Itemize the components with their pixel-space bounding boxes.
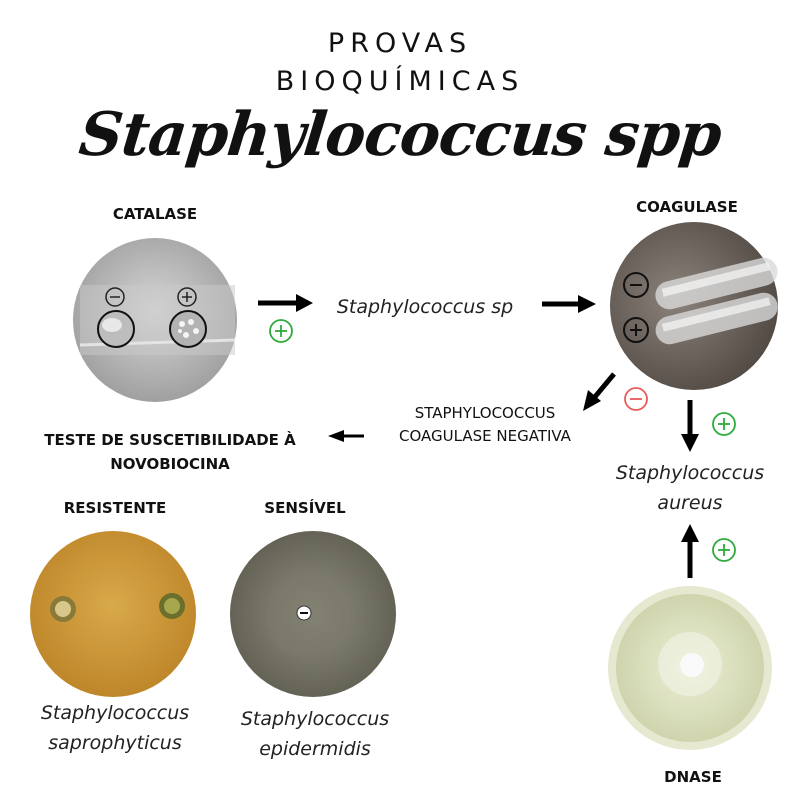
staph-sp-label: Staphylococcus sp — [336, 296, 514, 318]
epidermidis-line2: epidermidis — [259, 738, 371, 760]
saprophyticus-line1: Staphylococcus — [40, 702, 190, 724]
aureus-line1: Staphylococcus — [615, 462, 765, 484]
dnase-photo — [608, 586, 772, 750]
coag-negativa-line1: STAPHYLOCOCCUS — [414, 404, 556, 422]
saprophyticus-line2: saprophyticus — [48, 732, 182, 754]
resistente-photo — [30, 531, 196, 697]
title-line-2: BIOQUÍMICAS — [275, 66, 525, 97]
coagulase-photo — [610, 222, 778, 390]
title-line-1: PROVAS — [327, 28, 473, 59]
arrows — [258, 294, 699, 578]
coagulase-plus-icon — [623, 317, 649, 343]
coagulase-minus-icon — [623, 272, 649, 298]
sensivel-heading: SENSÍVEL — [264, 499, 346, 517]
coag-negativa-line2: COAGULASE NEGATIVA — [399, 427, 571, 445]
catalase-positive-drop — [169, 310, 207, 348]
novobiocina-line2: NOVOBIOCINA — [110, 455, 230, 473]
resistente-heading: RESISTENTE — [63, 499, 167, 517]
catalase-minus-icon — [105, 287, 125, 307]
dnase-positive-icon — [712, 538, 736, 562]
catalase-photo — [73, 238, 237, 402]
catalase-positive-icon — [269, 319, 293, 343]
coagulase-positive-icon — [712, 412, 736, 436]
catalase-heading: CATALASE — [112, 205, 198, 223]
coagulase-heading: COAGULASE — [636, 198, 738, 216]
arrow-coagulase-to-negativa — [592, 372, 616, 400]
aureus-line2: aureus — [657, 492, 723, 514]
dnase-heading: DNASE — [664, 768, 722, 786]
epidermidis-line1: Staphylococcus — [240, 708, 390, 730]
sensivel-photo — [230, 531, 396, 697]
result-symbols — [269, 319, 736, 562]
novobiocina-line1: TESTE DE SUSCETIBILIDADE À — [44, 431, 296, 449]
catalase-plus-icon — [177, 287, 197, 307]
coagulase-negative-icon — [624, 387, 648, 411]
